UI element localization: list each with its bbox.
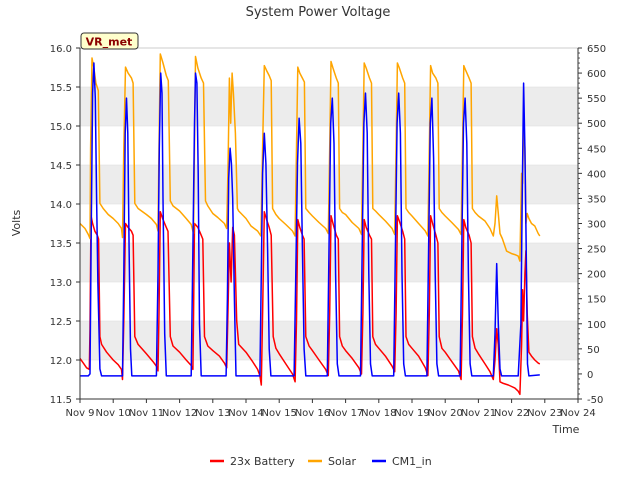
y2-tick-label: 450 <box>587 144 606 155</box>
y-tick-label: 14.0 <box>50 200 72 211</box>
annotation-box: VR_met <box>80 32 139 50</box>
y2-tick-label: 300 <box>587 220 606 231</box>
x-tick-label: Nov 11 <box>129 408 164 419</box>
x-tick-label: Nov 17 <box>328 408 363 419</box>
y-tick-label: 12.5 <box>50 317 72 328</box>
chart-title: System Power Voltage <box>246 5 391 20</box>
x-tick-label: Nov 16 <box>295 408 330 419</box>
annotation-box-background <box>80 32 139 50</box>
y-tick-label: 12.0 <box>50 356 72 367</box>
x-tick-label: Nov 9 <box>65 408 94 419</box>
y-tick-label: 13.5 <box>50 239 72 250</box>
series-line-cm1-in <box>80 62 540 377</box>
legend: 23x Battery Solar CM1_in <box>210 455 432 468</box>
x-axis-label: Time <box>552 423 580 436</box>
y2-tick-label: 0 <box>587 370 593 381</box>
legend-label-solar: Solar <box>328 455 357 468</box>
y2-tick-label: 150 <box>587 295 606 306</box>
y2-tick-label: 100 <box>587 320 606 331</box>
y2-tick-label: 600 <box>587 69 606 80</box>
y2-tick-label: 550 <box>587 94 606 105</box>
grid-band <box>80 48 578 87</box>
y2-tick-label: 650 <box>587 44 606 55</box>
y-tick-label: 13.0 <box>50 278 72 289</box>
y-tick-label: 15.5 <box>50 83 72 94</box>
x-tick-label: Nov 15 <box>261 408 296 419</box>
legend-label-cm1-in: CM1_in <box>392 455 432 468</box>
y2-tick-label: 500 <box>587 119 606 130</box>
x-tick-label: Nov 18 <box>361 408 396 419</box>
x-tick-label: Nov 14 <box>228 408 263 419</box>
y2-tick-label: -50 <box>587 395 603 406</box>
series-group <box>79 53 541 396</box>
y2-tick-label: 50 <box>587 345 600 356</box>
y-tick-label: 14.5 <box>50 161 72 172</box>
x-tick-label: Nov 12 <box>162 408 197 419</box>
y2-tick-label: 200 <box>587 270 606 281</box>
axes-group: 11.5 12.0 12.5 13.0 13.5 14.0 14.5 15.0 15.5 16.0… <box>50 44 606 419</box>
y-tick-label: 16.0 <box>50 44 72 55</box>
x-tick-label: Nov 13 <box>195 408 230 419</box>
x-tick-label: Nov 19 <box>394 408 429 419</box>
y2-tick-label: 350 <box>587 194 606 205</box>
grid-band <box>80 87 578 126</box>
y-tick-label: 15.0 <box>50 122 72 133</box>
legend-label-23x-battery: 23x Battery <box>230 455 295 468</box>
y-axis-label: Volts <box>10 209 23 236</box>
x-tick-label: Nov 21 <box>461 408 496 419</box>
y2-tick-label: 400 <box>587 169 606 180</box>
x-tick-label: Nov 10 <box>95 408 130 419</box>
x-tick-label: Nov 20 <box>427 408 462 419</box>
x-tick-label: Nov 24 <box>560 408 595 419</box>
y-tick-label: 11.5 <box>50 395 72 406</box>
y2-tick-label: 250 <box>587 245 606 256</box>
x-tick-label: Nov 23 <box>527 408 562 419</box>
x-tick-label: Nov 22 <box>494 408 529 419</box>
annotation-text: VR_met <box>86 36 133 49</box>
